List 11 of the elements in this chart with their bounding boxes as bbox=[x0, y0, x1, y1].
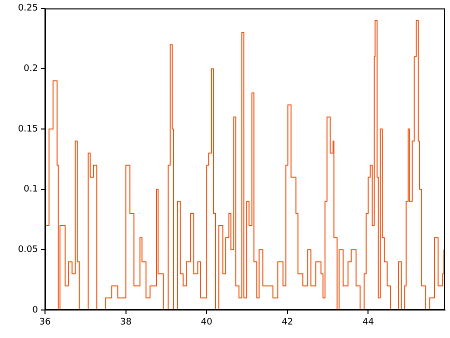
y-tick-label: 0 bbox=[32, 305, 38, 316]
x-tick-label: 40 bbox=[200, 318, 213, 328]
x-tick-label: 42 bbox=[282, 318, 294, 328]
y-tick-label: 0.1 bbox=[24, 184, 38, 195]
y-tick-label: 0.25 bbox=[18, 4, 38, 14]
x-tick-label: 38 bbox=[120, 318, 132, 328]
x-tick-label: 36 bbox=[39, 318, 51, 328]
y-tick-label: 0.15 bbox=[18, 124, 38, 134]
y-tick-label: 0.2 bbox=[24, 64, 38, 74]
x-tick-label: 44 bbox=[362, 318, 374, 328]
y-tick-label: 0.05 bbox=[18, 245, 38, 256]
